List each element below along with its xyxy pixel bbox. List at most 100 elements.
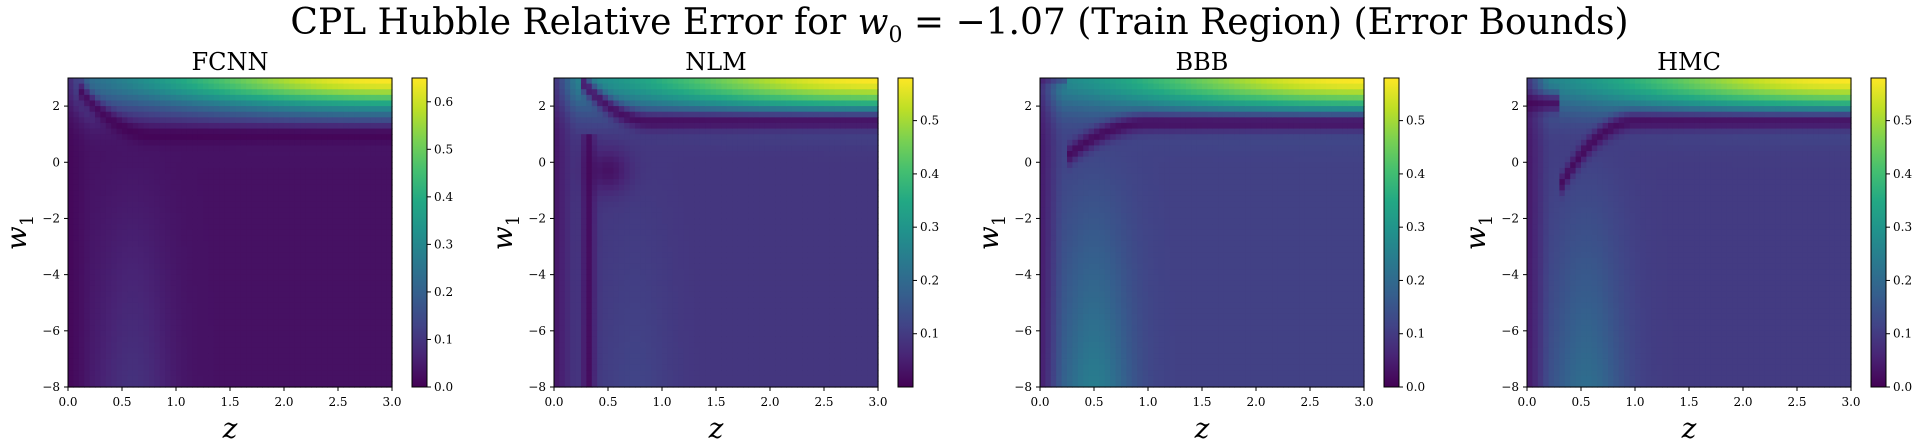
heatmap-cell (672, 94, 679, 102)
heatmap-cell (386, 375, 393, 382)
heatmap-cell (111, 111, 118, 118)
heatmap-cell (100, 302, 107, 309)
heatmap-cell (224, 364, 231, 371)
heatmap-cell (705, 297, 712, 304)
heatmap-cell (624, 218, 631, 225)
heatmap-cell (192, 302, 199, 309)
heatmap-cell (624, 297, 631, 304)
heatmap-cell (624, 212, 631, 220)
heatmap-cell (375, 274, 382, 281)
heatmap-cell (294, 195, 301, 203)
heatmap-cell (138, 325, 145, 332)
heatmap-cell (705, 330, 712, 338)
heatmap-cell (143, 274, 150, 281)
heatmap-cell (154, 269, 161, 276)
heatmap-cell (370, 83, 377, 90)
heatmap-cell (116, 151, 123, 158)
heatmap-cell (192, 319, 199, 326)
heatmap-cell (73, 184, 80, 191)
heatmap-cell (597, 325, 604, 332)
heatmap-cell (100, 240, 107, 248)
heatmap-cell (170, 100, 177, 107)
heatmap-cell (170, 195, 177, 203)
heatmap-cell (284, 229, 290, 236)
heatmap-cell (95, 94, 101, 102)
heatmap-cell (203, 240, 209, 248)
heatmap-cell (224, 83, 231, 90)
heatmap-cell (219, 313, 226, 321)
heatmap-cell (554, 173, 560, 180)
heatmap-cell (354, 269, 361, 276)
heatmap-cell (327, 89, 334, 96)
heatmap-cell (678, 235, 685, 242)
heatmap-cell (575, 240, 582, 248)
heatmap-cell (165, 269, 172, 276)
heatmap-cell (575, 111, 582, 118)
heatmap-cell (176, 257, 182, 264)
heatmap-cell (300, 336, 307, 343)
heatmap-cell (667, 381, 674, 388)
heatmap-cell (251, 156, 258, 163)
heatmap-cell (359, 364, 366, 371)
heatmap-cell (327, 106, 334, 113)
heatmap-cell (289, 201, 296, 208)
heatmap-cell (554, 145, 560, 152)
heatmap-cell (251, 139, 258, 147)
heatmap-cell (359, 78, 366, 85)
heatmap-cell (176, 342, 182, 349)
heatmap-cell (662, 218, 668, 225)
heatmap-cell (359, 381, 366, 388)
heatmap-cell (78, 162, 85, 169)
heatmap-cell (213, 78, 220, 85)
heatmap-cell (122, 336, 128, 343)
heatmap-cell (68, 111, 74, 118)
heatmap-cell (203, 358, 209, 366)
heatmap-cell (559, 319, 566, 326)
heatmap-cell (186, 212, 193, 220)
heatmap-cell (235, 179, 242, 186)
heatmap-cell (159, 235, 166, 242)
heatmap-cell (305, 156, 312, 163)
heatmap-cell (230, 106, 236, 113)
heatmap-cell (683, 83, 690, 90)
heatmap-cell (116, 117, 123, 124)
heatmap-cell (608, 330, 614, 338)
heatmap-cell (84, 89, 91, 96)
heatmap-cell (105, 78, 112, 85)
heatmap-cell (208, 195, 215, 203)
heatmap-cell (354, 297, 361, 304)
heatmap-cell (683, 375, 690, 382)
heatmap-cell (289, 358, 296, 366)
heatmap-cell (294, 78, 301, 85)
heatmap-cell (240, 347, 247, 354)
heatmap-cell (559, 190, 566, 197)
heatmap-cell (116, 207, 123, 214)
heatmap-cell (143, 297, 150, 304)
heatmap-cell (591, 297, 598, 304)
heatmap-cell (149, 139, 155, 147)
heatmap-cell (138, 358, 145, 366)
heatmap-cell (273, 274, 280, 281)
heatmap-cell (89, 145, 96, 152)
heatmap-cell (197, 224, 204, 231)
heatmap-cell (327, 156, 334, 163)
heatmap-cell (640, 269, 647, 276)
heatmap-cell (181, 319, 188, 326)
heatmap-cell (127, 330, 134, 338)
heatmap-cell (710, 128, 717, 135)
heatmap-cell (672, 111, 679, 118)
heatmap-cell (332, 83, 339, 90)
heatmap-cell (132, 246, 139, 253)
heatmap-cell (354, 122, 361, 130)
heatmap-cell (159, 179, 166, 186)
heatmap-cell (386, 179, 393, 186)
heatmap-cell (213, 229, 220, 236)
heatmap-cell (165, 358, 172, 366)
heatmap-cell (224, 190, 231, 197)
heatmap-cell (95, 179, 101, 186)
heatmap-cell (640, 375, 647, 382)
heatmap-cell (370, 274, 377, 281)
heatmap-cell (89, 83, 96, 90)
heatmap-cell (564, 285, 571, 293)
heatmap-cell (278, 78, 285, 85)
